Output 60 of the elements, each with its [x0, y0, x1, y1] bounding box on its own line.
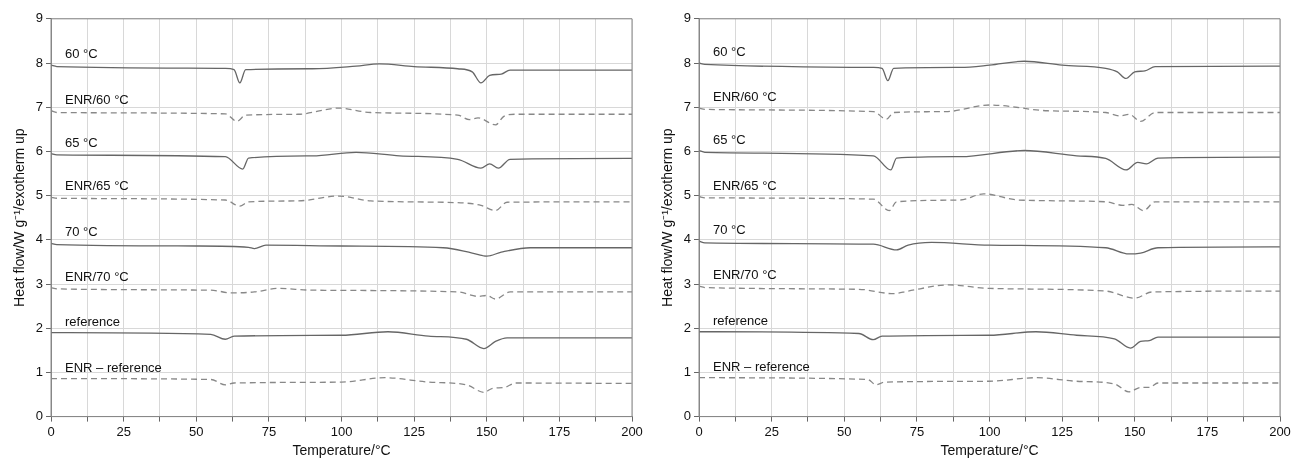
series-label: ENR/65 °C [65, 178, 129, 194]
y-tick-label: 3 [35, 275, 44, 291]
y-tick-label: 6 [683, 142, 692, 158]
x-tick-label: 100 [330, 423, 353, 439]
line-series [51, 242, 632, 257]
x-tick-label: 25 [116, 423, 131, 439]
x-tick-label: 75 [909, 423, 925, 439]
series-label: ENR – reference [713, 358, 810, 374]
x-axis-title: Temperature/°C [292, 442, 391, 459]
x-tick-label: 75 [261, 423, 277, 439]
y-tick-label: 8 [683, 54, 692, 70]
x-tick-label: 50 [189, 423, 204, 439]
y-tick-label: 8 [35, 54, 44, 70]
y-tick-label: 0 [35, 408, 44, 424]
series-label: 60 °C [713, 44, 746, 60]
y-tick-label: 6 [35, 142, 44, 158]
series-label: 60 °C [65, 46, 98, 62]
x-tick-label: 175 [548, 423, 571, 439]
y-tick-label: 1 [35, 363, 44, 379]
x-tick-label: 0 [695, 423, 703, 439]
x-tick-label: 100 [978, 423, 1001, 439]
y-axis-title: Heat flow/W g⁻¹/exotherm up [11, 128, 28, 307]
x-tick-label: 200 [1269, 423, 1291, 439]
series-label: 70 °C [713, 222, 746, 238]
x-tick-label: 150 [1123, 423, 1146, 439]
x-tick-label: 125 [403, 423, 425, 439]
series-label: 70 °C [65, 224, 98, 240]
series-label: ENR/60 °C [65, 91, 129, 107]
x-tick-label: 50 [837, 423, 852, 439]
y-tick-label: 4 [683, 231, 692, 247]
series-label: ENR/70 °C [713, 267, 777, 283]
x-tick-label: 175 [1196, 423, 1219, 439]
y-tick-label: 7 [683, 98, 692, 114]
series-label: 65 °C [65, 134, 98, 150]
x-tick-label: 150 [475, 423, 498, 439]
x-tick-label: 200 [621, 423, 643, 439]
x-tick-label: 125 [1051, 423, 1073, 439]
series-label: 65 °C [713, 131, 746, 147]
y-tick-label: 9 [683, 10, 692, 26]
y-tick-label: 5 [683, 187, 692, 203]
series-label: reference [65, 313, 120, 329]
x-tick-label: 25 [764, 423, 779, 439]
x-tick-label: 0 [47, 423, 55, 439]
y-axis-title: Heat flow/W g⁻¹/exotherm up [659, 128, 676, 307]
series-label: reference [713, 312, 768, 328]
series-label: ENR/65 °C [713, 177, 777, 193]
x-axis-title: Temperature/°C [940, 442, 1039, 459]
y-tick-label: 9 [35, 10, 44, 26]
line-series [51, 331, 632, 350]
series-label: ENR/70 °C [65, 268, 129, 284]
series-label: ENR – reference [65, 359, 162, 375]
series-label: ENR/60 °C [713, 89, 777, 105]
y-tick-label: 7 [35, 98, 44, 114]
y-tick-label: 5 [35, 187, 44, 203]
y-tick-label: 2 [35, 319, 44, 335]
y-tick-label: 0 [683, 408, 692, 424]
y-tick-label: 4 [35, 231, 44, 247]
y-tick-label: 1 [683, 363, 692, 379]
y-tick-label: 3 [683, 275, 692, 291]
y-tick-label: 2 [683, 319, 692, 335]
